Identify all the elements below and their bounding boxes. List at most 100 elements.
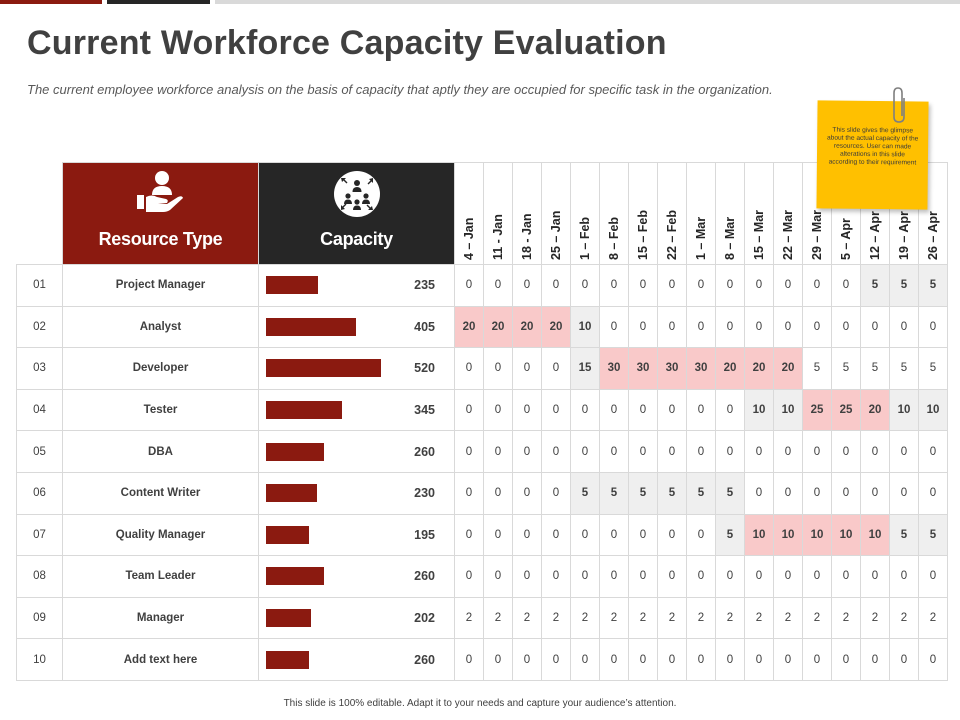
table-row: 07 Quality Manager 195 0 0 0 0 0 0 0 0 0 5 10 10 10 10 10… — [16, 513, 948, 557]
allocation-cell: 0 — [686, 430, 716, 473]
allocation-cell: 0 — [831, 305, 861, 349]
table-row: 06 Content Writer 230 0 0 0 0 5 5 5 5 5 5 0 0 0 0 0 0 0 — [16, 471, 948, 515]
allocation-cell: 5 — [715, 471, 745, 515]
capacity-value: 260 — [414, 444, 435, 459]
allocation-cell: 5 — [657, 471, 687, 515]
date-column-label: 19 – Apr — [897, 211, 911, 260]
allocation-cell: 0 — [483, 388, 513, 432]
capacity-value: 520 — [414, 361, 435, 376]
allocation-cell: 0 — [773, 264, 803, 307]
allocation-cell: 0 — [483, 638, 513, 681]
date-column-header: 8 – Mar — [715, 162, 745, 265]
allocation-cell: 0 — [773, 471, 803, 515]
allocation-cell: 0 — [454, 347, 484, 390]
allocation-cell: 0 — [599, 513, 629, 557]
allocation-cell: 30 — [628, 347, 658, 390]
capacity-cell: 260 — [258, 638, 455, 681]
resource-name: Analyst — [62, 305, 259, 349]
date-column-label: 29 – Mar — [810, 209, 824, 260]
allocation-cell: 0 — [628, 305, 658, 349]
capacity-bar — [266, 567, 324, 586]
allocation-cell: 2 — [744, 596, 774, 640]
allocation-cell: 0 — [628, 513, 658, 557]
allocation-cell: 5 — [715, 513, 745, 557]
allocation-cell: 10 — [802, 513, 832, 557]
date-column-label: 8 – Feb — [607, 216, 621, 260]
capacity-cell: 195 — [258, 513, 455, 557]
table-row: 05 DBA 260 0 0 0 0 0 0 0 0 0 0 0 0 0 0 0 0 0 — [16, 430, 948, 473]
row-number: 05 — [16, 430, 63, 473]
allocation-cell: 0 — [802, 555, 832, 598]
capacity-value: 260 — [414, 652, 435, 667]
allocation-cell: 0 — [686, 638, 716, 681]
allocation-cell: 0 — [599, 305, 629, 349]
capacity-bar — [266, 442, 324, 461]
allocation-cell: 0 — [512, 264, 542, 307]
allocation-cell: 2 — [483, 596, 513, 640]
date-column-header: 22 – Feb — [657, 162, 687, 265]
sticky-note: This slide gives the glimpse about the a… — [816, 100, 929, 210]
corner-cell — [17, 163, 63, 265]
allocation-cell: 20 — [483, 305, 513, 349]
allocation-cell: 0 — [599, 638, 629, 681]
table-row: 02 Analyst 405 20 20 20 20 10 0 0 0 0 0 0 0 0 0 0 0 0 — [16, 305, 948, 349]
allocation-cell: 0 — [570, 264, 600, 307]
date-column-header: 15 – Feb — [628, 162, 658, 265]
allocation-cell: 0 — [889, 430, 919, 473]
allocation-cell: 20 — [541, 305, 571, 349]
allocation-cell: 2 — [889, 596, 919, 640]
accent-bar-red — [0, 0, 102, 4]
allocation-cell: 0 — [454, 388, 484, 432]
allocation-cell: 0 — [802, 638, 832, 681]
allocation-cell: 0 — [686, 388, 716, 432]
allocation-cell: 0 — [860, 305, 890, 349]
allocation-cell: 0 — [454, 471, 484, 515]
allocation-cell: 0 — [570, 638, 600, 681]
date-column-label: 11 - Jan — [491, 214, 505, 260]
allocation-cell: 2 — [918, 596, 948, 640]
allocation-cell: 0 — [773, 430, 803, 473]
page-subtitle: The current employee workforce analysis … — [27, 82, 773, 97]
capacity-cell: 405 — [258, 305, 455, 349]
allocation-cell: 5 — [686, 471, 716, 515]
allocation-cell: 0 — [512, 388, 542, 432]
allocation-cell: 0 — [773, 555, 803, 598]
allocation-cell: 0 — [889, 471, 919, 515]
allocation-cell: 0 — [512, 471, 542, 515]
allocation-cell: 0 — [628, 388, 658, 432]
row-number: 06 — [16, 471, 63, 515]
allocation-cell: 0 — [541, 347, 571, 390]
allocation-cell: 5 — [918, 347, 948, 390]
capacity-cell: 345 — [258, 388, 455, 432]
allocation-cell: 0 — [918, 638, 948, 681]
capacity-bar — [266, 650, 309, 669]
allocation-cell: 0 — [512, 555, 542, 598]
allocation-cell: 0 — [454, 638, 484, 681]
capacity-cell: 235 — [258, 264, 455, 307]
allocation-cell: 0 — [831, 638, 861, 681]
table-row: 03 Developer 520 0 0 0 0 15 30 30 30 30 20 20 20 5 5 5 5 5 — [16, 347, 948, 390]
date-column-label: 25 – Jan — [549, 210, 563, 260]
allocation-cell: 0 — [512, 347, 542, 390]
allocation-cell: 25 — [831, 388, 861, 432]
allocation-cell: 2 — [657, 596, 687, 640]
allocation-cell: 20 — [512, 305, 542, 349]
allocation-cell: 0 — [512, 430, 542, 473]
allocation-cell: 0 — [773, 305, 803, 349]
capacity-bar — [266, 525, 309, 544]
allocation-cell: 0 — [918, 305, 948, 349]
allocation-cell: 5 — [860, 264, 890, 307]
capacity-bar — [266, 317, 356, 336]
allocation-cell: 2 — [570, 596, 600, 640]
allocation-cell: 0 — [715, 305, 745, 349]
capacity-label: Capacity — [320, 229, 393, 249]
allocation-cell: 20 — [715, 347, 745, 390]
allocation-cell: 0 — [686, 555, 716, 598]
allocation-cell: 0 — [773, 638, 803, 681]
allocation-cell: 0 — [599, 430, 629, 473]
allocation-cell: 0 — [628, 638, 658, 681]
allocation-cell: 0 — [570, 555, 600, 598]
allocation-cell: 5 — [889, 513, 919, 557]
allocation-cell: 0 — [599, 388, 629, 432]
allocation-cell: 0 — [715, 264, 745, 307]
